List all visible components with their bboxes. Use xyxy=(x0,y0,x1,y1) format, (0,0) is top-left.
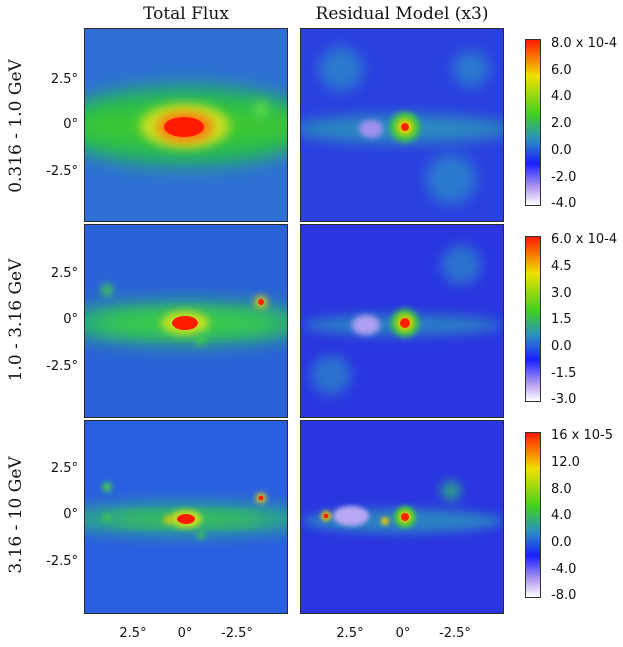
y-tick-label: -2.5° xyxy=(46,359,78,374)
x-tick-label: -2.5° xyxy=(439,626,471,641)
colorbar-tick-label: 4.0 xyxy=(551,508,572,523)
y-tick-label: -2.5° xyxy=(46,164,78,179)
colorbar-tick-label: 0.0 xyxy=(551,143,572,158)
colorbar-tick-label: -1.5 xyxy=(551,366,577,381)
colorbar-tick-label: 16 x 10-5 xyxy=(551,428,614,443)
colorbar-tick-label: -2.0 xyxy=(551,170,577,185)
residual-map-high-energy xyxy=(300,420,504,614)
residual-map-mid-energy xyxy=(300,224,504,418)
x-tick-label: 2.5° xyxy=(119,626,147,641)
colorbar-tick-label: 4.0 xyxy=(551,89,572,104)
colorbar-tick-label: -4.0 xyxy=(551,196,577,211)
colorbar-tick-label: 0.0 xyxy=(551,339,572,354)
y-tick-label: 2.5° xyxy=(50,266,78,281)
colorbar-tick-label: 0.0 xyxy=(551,535,572,550)
colorbar-low-energy xyxy=(525,39,541,206)
column-title-total-flux: Total Flux xyxy=(143,4,229,24)
row-label-energy-2: 1.0 - 3.16 GeV xyxy=(6,258,26,382)
row-label-energy-3: 3.16 - 10 GeV xyxy=(6,456,26,574)
colorbar-tick-label: 8.0 xyxy=(551,482,572,497)
residual-map-low-energy xyxy=(300,28,504,222)
y-tick-label: 0° xyxy=(63,312,78,327)
column-title-residual-model: Residual Model (x3) xyxy=(315,4,489,24)
y-tick-label: 0° xyxy=(63,117,78,132)
colorbar-tick-label: 3.0 xyxy=(551,286,572,301)
y-tick-label: 0° xyxy=(63,507,78,522)
total-flux-map-high-energy xyxy=(84,420,288,614)
colorbar-tick-label: 8.0 x 10-4 xyxy=(551,36,618,51)
colorbar-high-energy xyxy=(525,432,541,598)
colorbar-tick-label: 2.0 xyxy=(551,116,572,131)
x-tick-label: -2.5° xyxy=(221,626,253,641)
colorbar-tick-label: 6.0 x 10-4 xyxy=(551,232,618,247)
colorbar-tick-label: 4.5 xyxy=(551,259,572,274)
colorbar-tick-label: -4.0 xyxy=(551,562,577,577)
x-tick-label: 0° xyxy=(395,626,411,641)
colorbar-tick-label: 12.0 xyxy=(551,455,580,470)
colorbar-tick-label: 1.5 xyxy=(551,312,572,327)
total-flux-map-low-energy xyxy=(84,28,288,222)
row-label-energy-1: 0.316 - 1.0 GeV xyxy=(6,59,26,193)
colorbar-tick-label: -3.0 xyxy=(551,392,577,407)
y-tick-label: 2.5° xyxy=(50,72,78,87)
colorbar-mid-energy xyxy=(525,236,541,402)
y-tick-label: 2.5° xyxy=(50,461,78,476)
colorbar-tick-label: 6.0 xyxy=(551,63,572,78)
y-tick-label: -2.5° xyxy=(46,554,78,569)
colorbar-tick-label: -8.0 xyxy=(551,588,577,603)
total-flux-map-mid-energy xyxy=(84,224,288,418)
x-tick-label: 0° xyxy=(177,626,193,641)
x-tick-label: 2.5° xyxy=(336,626,364,641)
